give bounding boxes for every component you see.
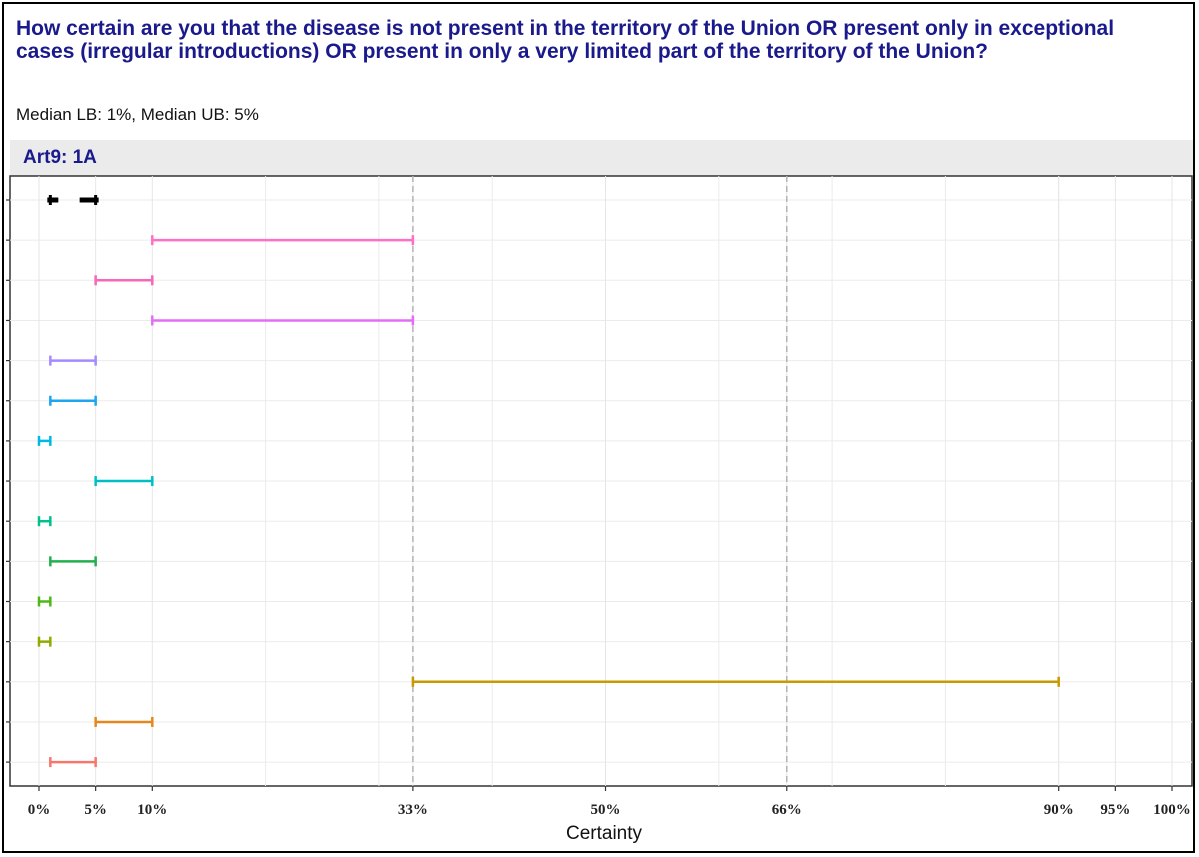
x-tick-label: 0% [28, 802, 51, 818]
expert-interval [411, 676, 1060, 687]
expert-interval [49, 355, 97, 366]
expert-interval [37, 516, 52, 527]
x-tick-label: 95% [1100, 802, 1130, 818]
expert-interval [94, 476, 154, 487]
expert-interval [37, 636, 52, 647]
x-tick-label: 50% [591, 802, 621, 818]
expert-interval [37, 435, 52, 446]
x-tick-label: 100% [1153, 802, 1191, 818]
expert-interval [151, 315, 415, 326]
expert-interval [49, 556, 97, 567]
panel-label: Art9: 1A [23, 147, 97, 168]
x-tick-label: 5% [84, 802, 107, 818]
chart-subtitle: Median LB: 1%, Median UB: 5% [16, 105, 259, 124]
expert-interval [37, 596, 52, 607]
expert-interval [94, 716, 154, 727]
expert-interval [151, 235, 415, 246]
x-tick-label: 66% [772, 802, 802, 818]
chart-title: How certain are you that the disease is … [16, 17, 1115, 63]
expert-interval [94, 275, 154, 286]
x-tick-label: 10% [137, 802, 167, 818]
x-axis-label: Certainty [565, 823, 643, 844]
x-tick-label: 90% [1044, 802, 1074, 818]
expert-interval [49, 757, 97, 768]
median-interval [47, 195, 99, 205]
expert-interval [49, 395, 97, 406]
panel-strip: Art9: 1A [10, 140, 1193, 176]
x-tick-label: 33% [398, 802, 428, 818]
